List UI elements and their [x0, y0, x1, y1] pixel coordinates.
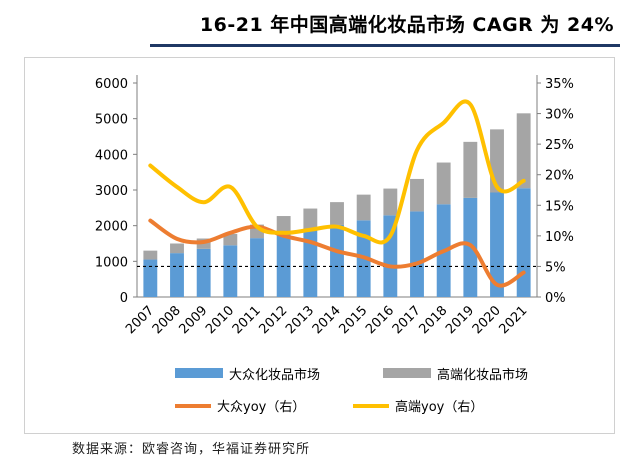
legend-label: 大众yoy（右）: [217, 400, 305, 415]
x-tick-label: 2007: [123, 303, 157, 337]
x-tick-label: 2020: [470, 303, 504, 337]
x-tick-label: 2010: [203, 303, 237, 337]
right-tick-label: 30%: [545, 108, 574, 123]
bar-mass: [250, 238, 264, 297]
left-tick-label: 1000: [95, 255, 128, 270]
x-tick-label: 2018: [416, 303, 450, 337]
bar-premium: [356, 194, 371, 221]
bar-premium: [276, 216, 291, 233]
bar-mass: [410, 211, 424, 297]
right-tick-label: 35%: [545, 77, 574, 92]
bar-premium: [383, 188, 398, 216]
x-tick-label: 2014: [310, 303, 344, 337]
legend-label: 高端yoy（右）: [395, 399, 483, 415]
bar-mass: [383, 215, 398, 297]
bar-mass: [170, 253, 184, 297]
bar-mass: [276, 232, 291, 297]
bar-mass: [516, 188, 531, 297]
source-note: 数据来源：欧睿咨询，华福证券研究所: [72, 442, 311, 457]
bar-premium: [143, 250, 158, 260]
bar-premium: [330, 202, 344, 225]
x-tick-label: 2011: [230, 303, 264, 337]
left-tick-label: 4000: [95, 148, 128, 163]
bar-mass: [143, 259, 158, 297]
legend-label: 高端化妆品市场: [437, 367, 528, 383]
bar-mass: [223, 245, 238, 297]
bar-premium: [223, 233, 238, 246]
left-tick-label: 0: [120, 291, 128, 306]
bar-premium: [170, 243, 184, 254]
x-tick-label: 2019: [443, 303, 477, 337]
bar-mass: [330, 224, 344, 297]
x-tick-label: 2015: [336, 303, 370, 337]
left-tick-label: 2000: [95, 220, 128, 235]
bar-mass: [303, 228, 318, 297]
legend-swatch: [175, 368, 223, 378]
bar-premium: [303, 208, 318, 229]
right-tick-label: 10%: [545, 230, 574, 245]
left-tick-label: 5000: [95, 113, 128, 128]
bar-mass: [490, 192, 504, 297]
right-tick-label: 0%: [545, 291, 566, 306]
chart-title: 16-21 年中国高端化妆品市场 CAGR 为 24%: [199, 14, 614, 36]
bar-premium: [436, 162, 451, 205]
bar-premium: [410, 178, 424, 212]
x-tick-label: 2012: [256, 303, 290, 337]
x-tick-label: 2013: [283, 303, 317, 337]
right-tick-label: 25%: [545, 138, 574, 153]
right-tick-label: 5%: [545, 260, 566, 275]
legend-swatch: [383, 368, 431, 378]
chart-frame: 0 1000 2000 3000 4000 5000 6000 0% 5% 10% 15% 20% 25…: [24, 57, 615, 434]
x-tick-label: 2008: [150, 303, 184, 337]
legend-label: 大众化妆品市场: [229, 367, 320, 383]
line-premium-yoy: [148, 99, 526, 245]
left-tick-label: 6000: [95, 77, 128, 92]
x-tick-label: 2016: [363, 303, 397, 337]
bar-mass: [196, 248, 211, 297]
x-tick-label: 2021: [496, 303, 530, 337]
x-tick-label: 2017: [390, 303, 424, 337]
chart-svg: 0 1000 2000 3000 4000 5000 6000 0% 5% 10% 15% 20% 25…: [95, 75, 574, 415]
left-tick-label: 3000: [95, 184, 128, 199]
right-tick-label: 15%: [545, 199, 574, 214]
bar-premium: [463, 141, 478, 198]
bar-premium: [516, 113, 531, 189]
x-tick-label: 2009: [176, 303, 210, 337]
right-tick-label: 20%: [545, 169, 574, 184]
title-underline: [150, 44, 620, 47]
